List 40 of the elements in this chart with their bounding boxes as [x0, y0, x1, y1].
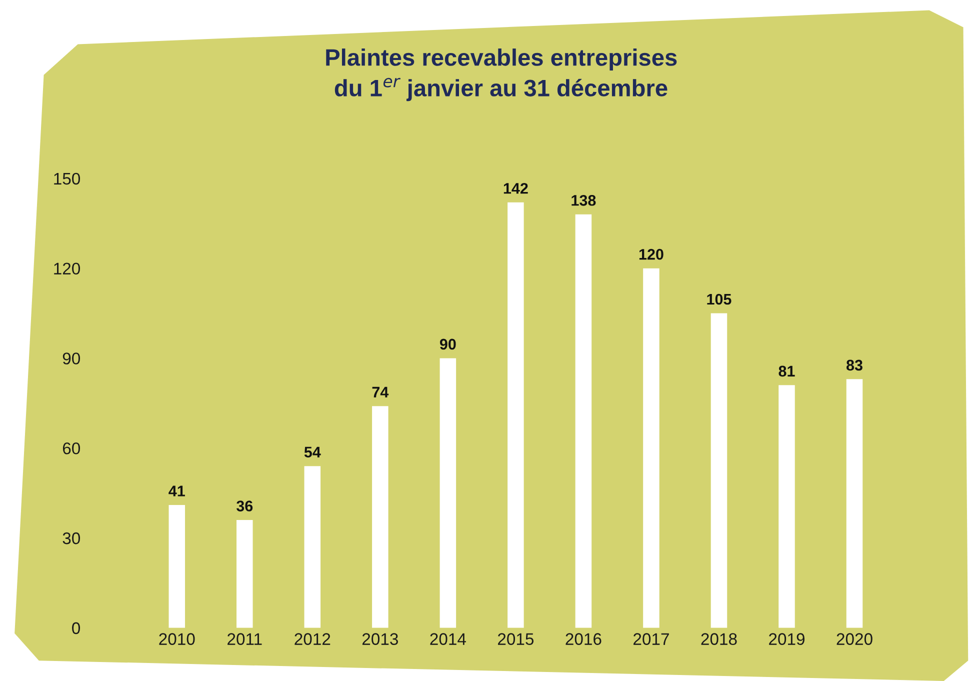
y-tick-label: 30: [62, 532, 80, 544]
bar: [304, 466, 321, 628]
bar: [575, 214, 592, 628]
bar: [236, 520, 253, 628]
y-tick-label: 90: [62, 352, 80, 364]
x-tick-label: 2016: [566, 633, 602, 645]
data-label: 74: [372, 386, 389, 398]
x-tick-label: 2015: [498, 633, 534, 645]
bar: [846, 379, 863, 628]
data-label: 54: [304, 446, 321, 458]
y-tick-label: 0: [72, 622, 80, 634]
chart-title: Plaintes recevables entreprises du 1$^{er}$ janvier au 31 décembre: [326, 48, 677, 102]
bar: [508, 202, 524, 628]
x-tick-label: 2010: [159, 633, 195, 645]
bar: [372, 406, 388, 628]
x-tick-label: 2017: [634, 633, 669, 645]
y-tick-label: 60: [62, 442, 80, 454]
data-label: 81: [778, 366, 795, 377]
data-label: 90: [440, 338, 456, 350]
y-tick-label: 120: [54, 262, 80, 275]
data-label: 105: [707, 294, 732, 305]
x-tick-label: 2012: [294, 633, 330, 645]
data-label: 36: [236, 500, 253, 512]
x-tick-label: 2014: [430, 633, 466, 645]
data-label: 138: [572, 194, 596, 206]
x-tick-label: 2019: [769, 633, 804, 645]
x-tick-label: 2013: [362, 633, 398, 645]
x-tick-label: 2018: [701, 633, 737, 645]
bar: [168, 505, 186, 628]
data-label: 120: [639, 248, 664, 260]
y-tick-label: 150: [54, 172, 80, 185]
x-tick-label: 2011: [228, 633, 262, 645]
x-tick-label: 2020: [836, 633, 872, 645]
bar: [778, 385, 795, 628]
data-label: 142: [504, 183, 528, 194]
data-label: 83: [846, 360, 862, 371]
bar: [710, 313, 728, 628]
data-label: 41: [168, 486, 185, 496]
bar: [440, 358, 456, 628]
bar: [643, 268, 660, 628]
